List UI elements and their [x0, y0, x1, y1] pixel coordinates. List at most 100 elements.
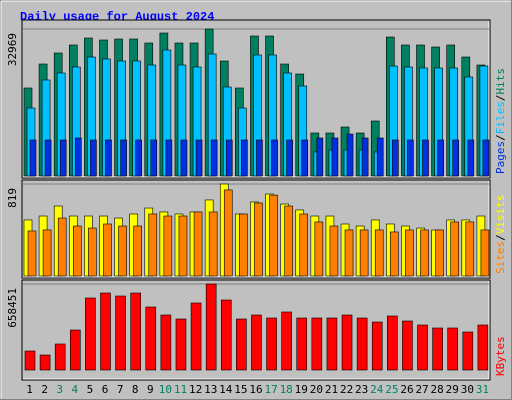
x-tick-label: 4: [72, 383, 79, 396]
bar: [301, 139, 309, 177]
bar: [346, 133, 354, 177]
bar: [74, 137, 82, 177]
bar: [133, 225, 142, 277]
bar: [210, 139, 218, 177]
x-tick-label: 24: [370, 383, 384, 396]
bar: [120, 139, 127, 177]
bar: [115, 295, 126, 371]
legend-entry: Hits: [494, 68, 507, 95]
bar: [118, 225, 127, 277]
bar: [178, 215, 188, 277]
bar: [311, 317, 323, 371]
x-tick-label: 22: [340, 383, 353, 396]
bar: [103, 223, 112, 277]
bar: [437, 139, 444, 177]
bar: [69, 329, 81, 371]
bar: [286, 139, 293, 177]
bar: [27, 230, 37, 277]
bar: [193, 211, 203, 277]
bar: [284, 205, 293, 277]
x-tick-label: 15: [234, 383, 247, 396]
bar: [361, 137, 369, 177]
bar: [331, 137, 339, 177]
bar: [39, 354, 51, 371]
y-tick-label: 819: [6, 188, 19, 208]
bar: [452, 139, 460, 177]
bar: [90, 139, 97, 177]
x-tick-label: 5: [87, 383, 94, 396]
bar: [447, 327, 459, 371]
bar: [402, 320, 413, 371]
bar: [407, 139, 414, 177]
x-tick-label: 26: [400, 383, 413, 396]
x-tick-label: 1: [26, 383, 33, 396]
bar: [195, 139, 203, 177]
legend: Pages/Files/Hits: [494, 68, 507, 174]
bar: [239, 213, 248, 277]
bar: [130, 292, 141, 371]
bar: [405, 229, 414, 277]
bar: [296, 317, 308, 371]
x-tick-label: 7: [117, 383, 124, 396]
bar: [314, 221, 324, 277]
legend-entry: Visits: [494, 195, 507, 235]
x-tick-label: 28: [431, 383, 444, 396]
x-tick-label: 9: [147, 383, 154, 396]
bar: [450, 221, 460, 277]
x-tick-label: 3: [56, 383, 63, 396]
x-tick-label: 23: [355, 383, 368, 396]
legend-entry: KBytes: [494, 336, 507, 376]
bar: [100, 292, 111, 371]
bar: [417, 324, 428, 371]
bar: [54, 343, 66, 371]
x-tick-label: 8: [132, 383, 139, 396]
bar: [29, 139, 37, 177]
bar: [148, 213, 158, 277]
bar: [299, 213, 309, 277]
bar: [223, 189, 233, 277]
bar: [390, 231, 399, 277]
x-tick-label: 12: [189, 383, 202, 396]
legend-entry: Pages: [494, 141, 507, 174]
bar: [205, 283, 217, 371]
bar: [160, 314, 172, 371]
x-tick-label: 20: [310, 383, 323, 396]
bar: [266, 317, 277, 371]
bar: [281, 311, 292, 371]
bar: [220, 299, 232, 371]
x-tick-label: 17: [264, 383, 277, 396]
bar: [85, 297, 96, 371]
y-tick-label: 658451: [6, 288, 19, 328]
bar: [190, 302, 202, 371]
legend-entry: Files: [494, 101, 507, 134]
x-tick-label: 14: [219, 383, 233, 396]
y-tick-label: 32969: [6, 33, 19, 66]
x-tick-label: 16: [249, 383, 262, 396]
bar: [356, 317, 368, 371]
bar: [359, 229, 369, 277]
bar: [256, 139, 263, 177]
bar: [435, 229, 444, 277]
x-tick-label: 10: [159, 383, 172, 396]
bar: [269, 194, 278, 277]
legend-separator: /: [494, 134, 507, 141]
bar: [462, 331, 474, 371]
bar: [326, 317, 338, 371]
x-tick-label: 13: [204, 383, 217, 396]
bar: [387, 315, 398, 371]
bar: [57, 217, 67, 277]
bar: [392, 139, 399, 177]
x-tick-label: 6: [102, 383, 109, 396]
x-tick-label: 30: [461, 383, 474, 396]
x-tick-label: 21: [325, 383, 338, 396]
bar: [329, 225, 339, 277]
bar: [165, 139, 173, 177]
bar: [482, 139, 490, 177]
bar: [371, 321, 383, 371]
bar: [480, 229, 490, 277]
bar: [344, 229, 354, 277]
bar: [42, 229, 52, 277]
x-tick-label: 25: [385, 383, 398, 396]
bar: [180, 139, 188, 177]
